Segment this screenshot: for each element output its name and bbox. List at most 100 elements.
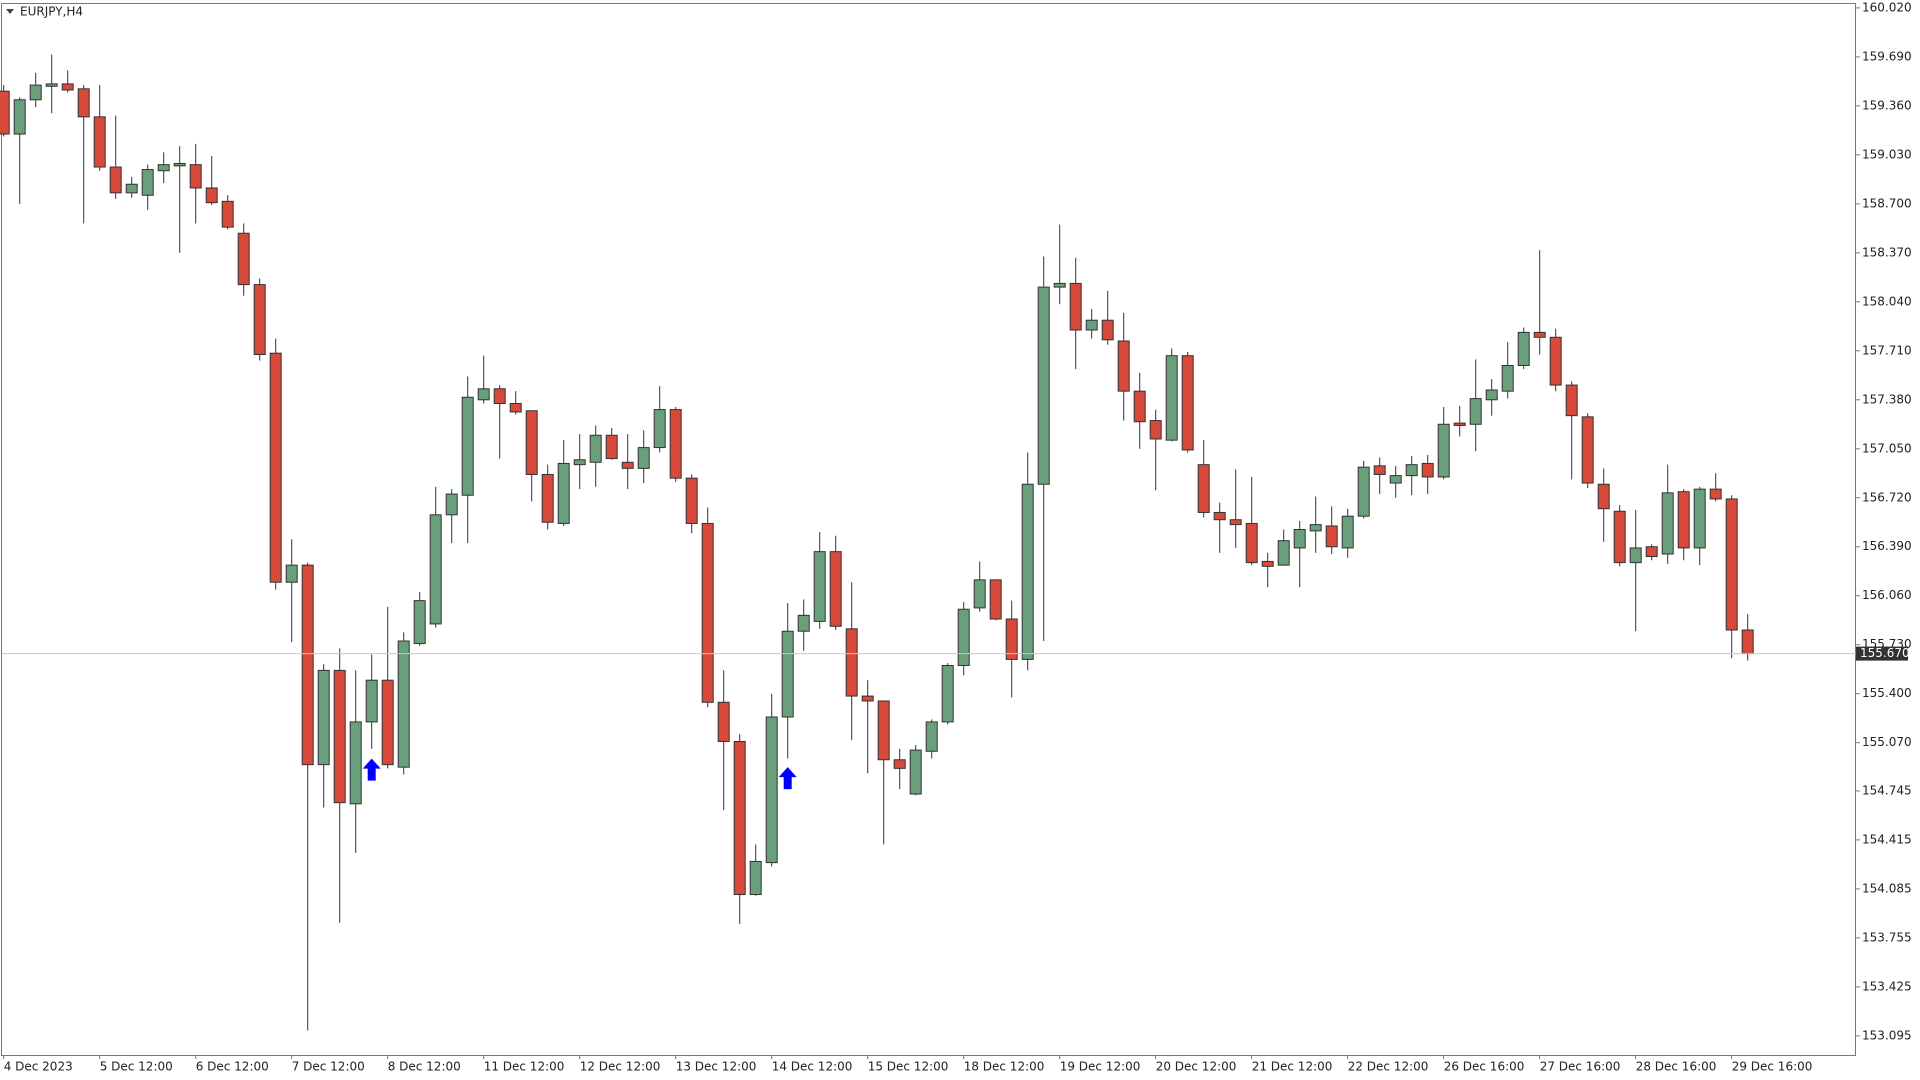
candle-body bbox=[1277, 540, 1290, 566]
y-tick-label: 158.370 bbox=[1862, 245, 1912, 259]
y-tick-label: 154.745 bbox=[1862, 783, 1912, 797]
candle-body bbox=[1133, 390, 1146, 423]
candle-body bbox=[1421, 462, 1434, 478]
candle-body bbox=[1245, 522, 1258, 564]
y-tick-label: 159.360 bbox=[1862, 98, 1912, 112]
y-tick-label: 155.400 bbox=[1862, 686, 1912, 700]
candle-body bbox=[333, 669, 346, 804]
y-tick-label: 153.755 bbox=[1862, 930, 1912, 944]
x-tick-label: 12 Dec 12:00 bbox=[580, 1060, 661, 1074]
plot-frame bbox=[1, 3, 1856, 1056]
y-tick-label: 154.085 bbox=[1862, 881, 1912, 895]
x-tick-label: 5 Dec 12:00 bbox=[100, 1060, 173, 1074]
candle-body bbox=[1517, 331, 1530, 366]
symbol-menu-triangle[interactable] bbox=[6, 9, 14, 14]
x-tick-label: 15 Dec 12:00 bbox=[868, 1060, 949, 1074]
candle-body bbox=[1549, 336, 1562, 386]
x-tick-label: 26 Dec 16:00 bbox=[1444, 1060, 1525, 1074]
candle-body bbox=[301, 564, 314, 766]
candle-body bbox=[413, 600, 426, 645]
candle-body bbox=[1581, 416, 1594, 484]
candle-body bbox=[77, 88, 90, 118]
candle-body bbox=[1389, 475, 1402, 484]
candle-body bbox=[525, 410, 538, 475]
candle-body bbox=[509, 402, 522, 413]
candle-body bbox=[1725, 498, 1738, 631]
candle-body bbox=[1021, 483, 1034, 660]
candle-body bbox=[445, 493, 458, 516]
candle-body bbox=[973, 579, 986, 609]
y-tick-label: 158.700 bbox=[1862, 196, 1912, 210]
x-tick-label: 28 Dec 16:00 bbox=[1636, 1060, 1717, 1074]
candle-body bbox=[1709, 488, 1722, 500]
candle-body bbox=[877, 700, 890, 761]
candle-body bbox=[189, 164, 202, 189]
y-tick-label: 156.390 bbox=[1862, 539, 1912, 553]
candle-body bbox=[1613, 510, 1626, 564]
candle-body bbox=[1197, 464, 1210, 513]
candle-body bbox=[1405, 464, 1418, 477]
y-tick-label: 153.425 bbox=[1862, 979, 1912, 993]
candle-body bbox=[1373, 465, 1386, 475]
candle-body bbox=[621, 461, 634, 469]
candle-body bbox=[157, 164, 170, 172]
candle-body bbox=[13, 99, 26, 135]
candle-body bbox=[717, 701, 730, 742]
candle-body bbox=[861, 695, 874, 702]
y-tick-label: 153.095 bbox=[1862, 1028, 1912, 1042]
candle-body bbox=[1341, 515, 1354, 549]
y-tick-label: 156.060 bbox=[1862, 588, 1912, 602]
candle-body bbox=[381, 679, 394, 766]
candle-body bbox=[1037, 286, 1050, 485]
candle-body bbox=[989, 579, 1002, 620]
last-price-box bbox=[1856, 646, 1908, 661]
x-tick-label: 13 Dec 12:00 bbox=[676, 1060, 757, 1074]
x-tick-label: 8 Dec 12:00 bbox=[388, 1060, 461, 1074]
x-tick-label: 19 Dec 12:00 bbox=[1060, 1060, 1141, 1074]
candle-body bbox=[909, 749, 922, 795]
candle-body bbox=[109, 166, 122, 194]
candle-body bbox=[557, 462, 570, 524]
candle-body bbox=[397, 640, 410, 768]
candle-body bbox=[1597, 483, 1610, 510]
candle-body bbox=[205, 187, 218, 204]
candle-body bbox=[781, 630, 794, 718]
candle-body bbox=[653, 409, 666, 449]
candle-body bbox=[221, 200, 234, 228]
candle-body bbox=[141, 169, 154, 196]
x-tick-label: 22 Dec 12:00 bbox=[1348, 1060, 1429, 1074]
candle-body bbox=[1357, 466, 1370, 517]
candle-body bbox=[1693, 488, 1706, 549]
candle-body bbox=[1437, 423, 1450, 478]
candle-body bbox=[1309, 524, 1322, 532]
candle-body bbox=[1677, 491, 1690, 549]
candle-body bbox=[957, 608, 970, 666]
candle-body bbox=[1661, 492, 1674, 555]
candle-body bbox=[1469, 398, 1482, 425]
y-tick-label: 157.050 bbox=[1862, 441, 1912, 455]
y-tick-label: 159.030 bbox=[1862, 147, 1912, 161]
x-tick-label: 27 Dec 16:00 bbox=[1540, 1060, 1621, 1074]
candle-body bbox=[349, 721, 362, 805]
candle-body bbox=[701, 522, 714, 703]
candle-body bbox=[237, 232, 250, 286]
y-tick-label: 155.070 bbox=[1862, 735, 1912, 749]
candle-body bbox=[1117, 340, 1130, 392]
candle-body bbox=[477, 388, 490, 401]
x-tick-label: 20 Dec 12:00 bbox=[1156, 1060, 1237, 1074]
candle-body bbox=[1229, 519, 1242, 526]
candle-body bbox=[45, 83, 58, 87]
candle-body bbox=[429, 514, 442, 625]
candle-body bbox=[1533, 331, 1546, 338]
buy-arrow bbox=[778, 767, 797, 790]
candle-body bbox=[461, 396, 474, 496]
candle-body bbox=[797, 614, 810, 632]
candle-body bbox=[1501, 364, 1514, 392]
candle-body bbox=[893, 759, 906, 769]
x-tick-label: 14 Dec 12:00 bbox=[772, 1060, 853, 1074]
candle-body bbox=[749, 860, 762, 896]
candle-body bbox=[173, 162, 186, 167]
candle-body bbox=[1149, 420, 1162, 440]
candle-body bbox=[1053, 282, 1066, 288]
last-price-label: 155.670 bbox=[1860, 646, 1910, 660]
